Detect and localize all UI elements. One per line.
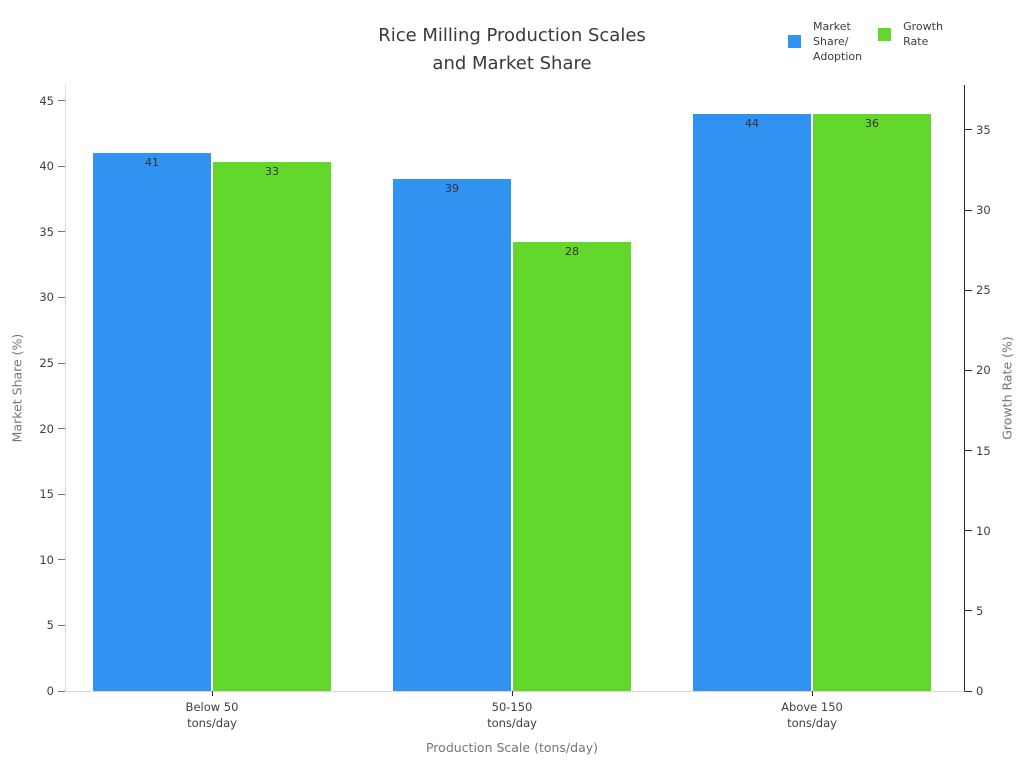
left-y-axis-label: Market Share (%) bbox=[9, 333, 25, 443]
right-y-tick-mark bbox=[965, 289, 972, 291]
legend-item: Market Share/ Adoption bbox=[788, 19, 862, 64]
left-y-tick-mark bbox=[58, 690, 65, 692]
left-y-tick-mark bbox=[58, 100, 65, 102]
left-y-tick-mark bbox=[58, 231, 65, 233]
legend-swatch-icon bbox=[878, 27, 892, 41]
left-y-tick-label: 15 bbox=[39, 487, 54, 502]
bar-value-label: 36 bbox=[865, 116, 879, 130]
left-y-tick-mark bbox=[58, 624, 65, 626]
plot-area: 0 5 10 15 20 25 30 35 40 45 0 5 10 15 20 25 30 35 Below 50… bbox=[39, 85, 991, 730]
right-y-axis-label: Growth Rate (%) bbox=[999, 336, 1015, 440]
x-tick-mark bbox=[511, 691, 513, 696]
bar-value-label: 33 bbox=[265, 164, 279, 178]
left-y-tick-mark bbox=[58, 559, 65, 561]
legend-label: Market Share/ Adoption bbox=[813, 20, 863, 63]
right-y-tick-mark bbox=[965, 209, 972, 211]
legend-item: Growth Rate bbox=[878, 19, 943, 49]
bar: 44 bbox=[693, 113, 811, 691]
left-y-tick-label: 5 bbox=[46, 618, 54, 633]
left-y-tick-mark bbox=[58, 296, 65, 298]
bar-value-label: 39 bbox=[445, 182, 459, 196]
x-tick-label: Below 50 tons/day bbox=[185, 700, 239, 730]
right-y-tick-mark bbox=[965, 129, 972, 131]
right-y-tick-mark bbox=[965, 530, 972, 532]
left-y-tick-label: 0 bbox=[46, 684, 54, 698]
bar-value-label: 44 bbox=[745, 116, 759, 130]
right-y-tick-label: 20 bbox=[976, 363, 991, 378]
right-y-tick-label: 10 bbox=[976, 523, 991, 538]
bar: 39 bbox=[393, 179, 511, 691]
left-y-tick-label: 10 bbox=[39, 552, 54, 567]
right-y-tick-label: 5 bbox=[976, 603, 984, 618]
x-axis-label: Production Scale (tons/day) bbox=[425, 740, 599, 755]
left-y-tick-mark bbox=[58, 165, 65, 167]
right-y-tick-mark bbox=[965, 369, 972, 371]
left-y-tick-mark bbox=[58, 428, 65, 430]
bar: 36 bbox=[813, 113, 931, 691]
bar: 28 bbox=[513, 242, 631, 691]
x-tick-label: Above 150 tons/day bbox=[781, 700, 843, 730]
legend-label: Growth Rate bbox=[903, 20, 943, 48]
right-y-tick-label: 25 bbox=[976, 283, 991, 298]
right-y-tick-mark bbox=[965, 450, 972, 452]
left-y-tick-label: 35 bbox=[39, 224, 54, 239]
right-y-tick-mark bbox=[965, 690, 972, 692]
x-tick-mark bbox=[811, 691, 813, 696]
left-y-tick-label: 25 bbox=[39, 356, 54, 371]
left-y-tick-label: 45 bbox=[39, 93, 54, 108]
left-y-tick-label: 20 bbox=[39, 421, 54, 436]
left-y-tick-mark bbox=[58, 362, 65, 364]
bar-value-label: 28 bbox=[565, 245, 579, 259]
bar: 41 bbox=[93, 153, 211, 691]
right-y-tick-mark bbox=[965, 610, 972, 612]
x-tick-mark bbox=[211, 691, 213, 696]
left-y-tick-label: 40 bbox=[39, 159, 54, 174]
legend-swatch-icon bbox=[788, 35, 801, 48]
right-y-tick-label: 0 bbox=[976, 684, 984, 698]
left-y-tick-label: 30 bbox=[39, 290, 54, 305]
right-y-tick-label: 30 bbox=[976, 203, 991, 218]
chart-title: Rice Milling Production Scales and Marke… bbox=[378, 25, 646, 74]
left-y-tick-mark bbox=[58, 493, 65, 495]
bar: 33 bbox=[213, 161, 331, 691]
x-tick-label: 50-150 tons/day bbox=[487, 700, 537, 730]
legend: Market Share/ Adoption Growth Rate bbox=[788, 19, 943, 64]
right-y-tick-label: 35 bbox=[976, 122, 991, 137]
bar-value-label: 41 bbox=[145, 156, 159, 170]
right-y-tick-label: 15 bbox=[976, 443, 991, 458]
